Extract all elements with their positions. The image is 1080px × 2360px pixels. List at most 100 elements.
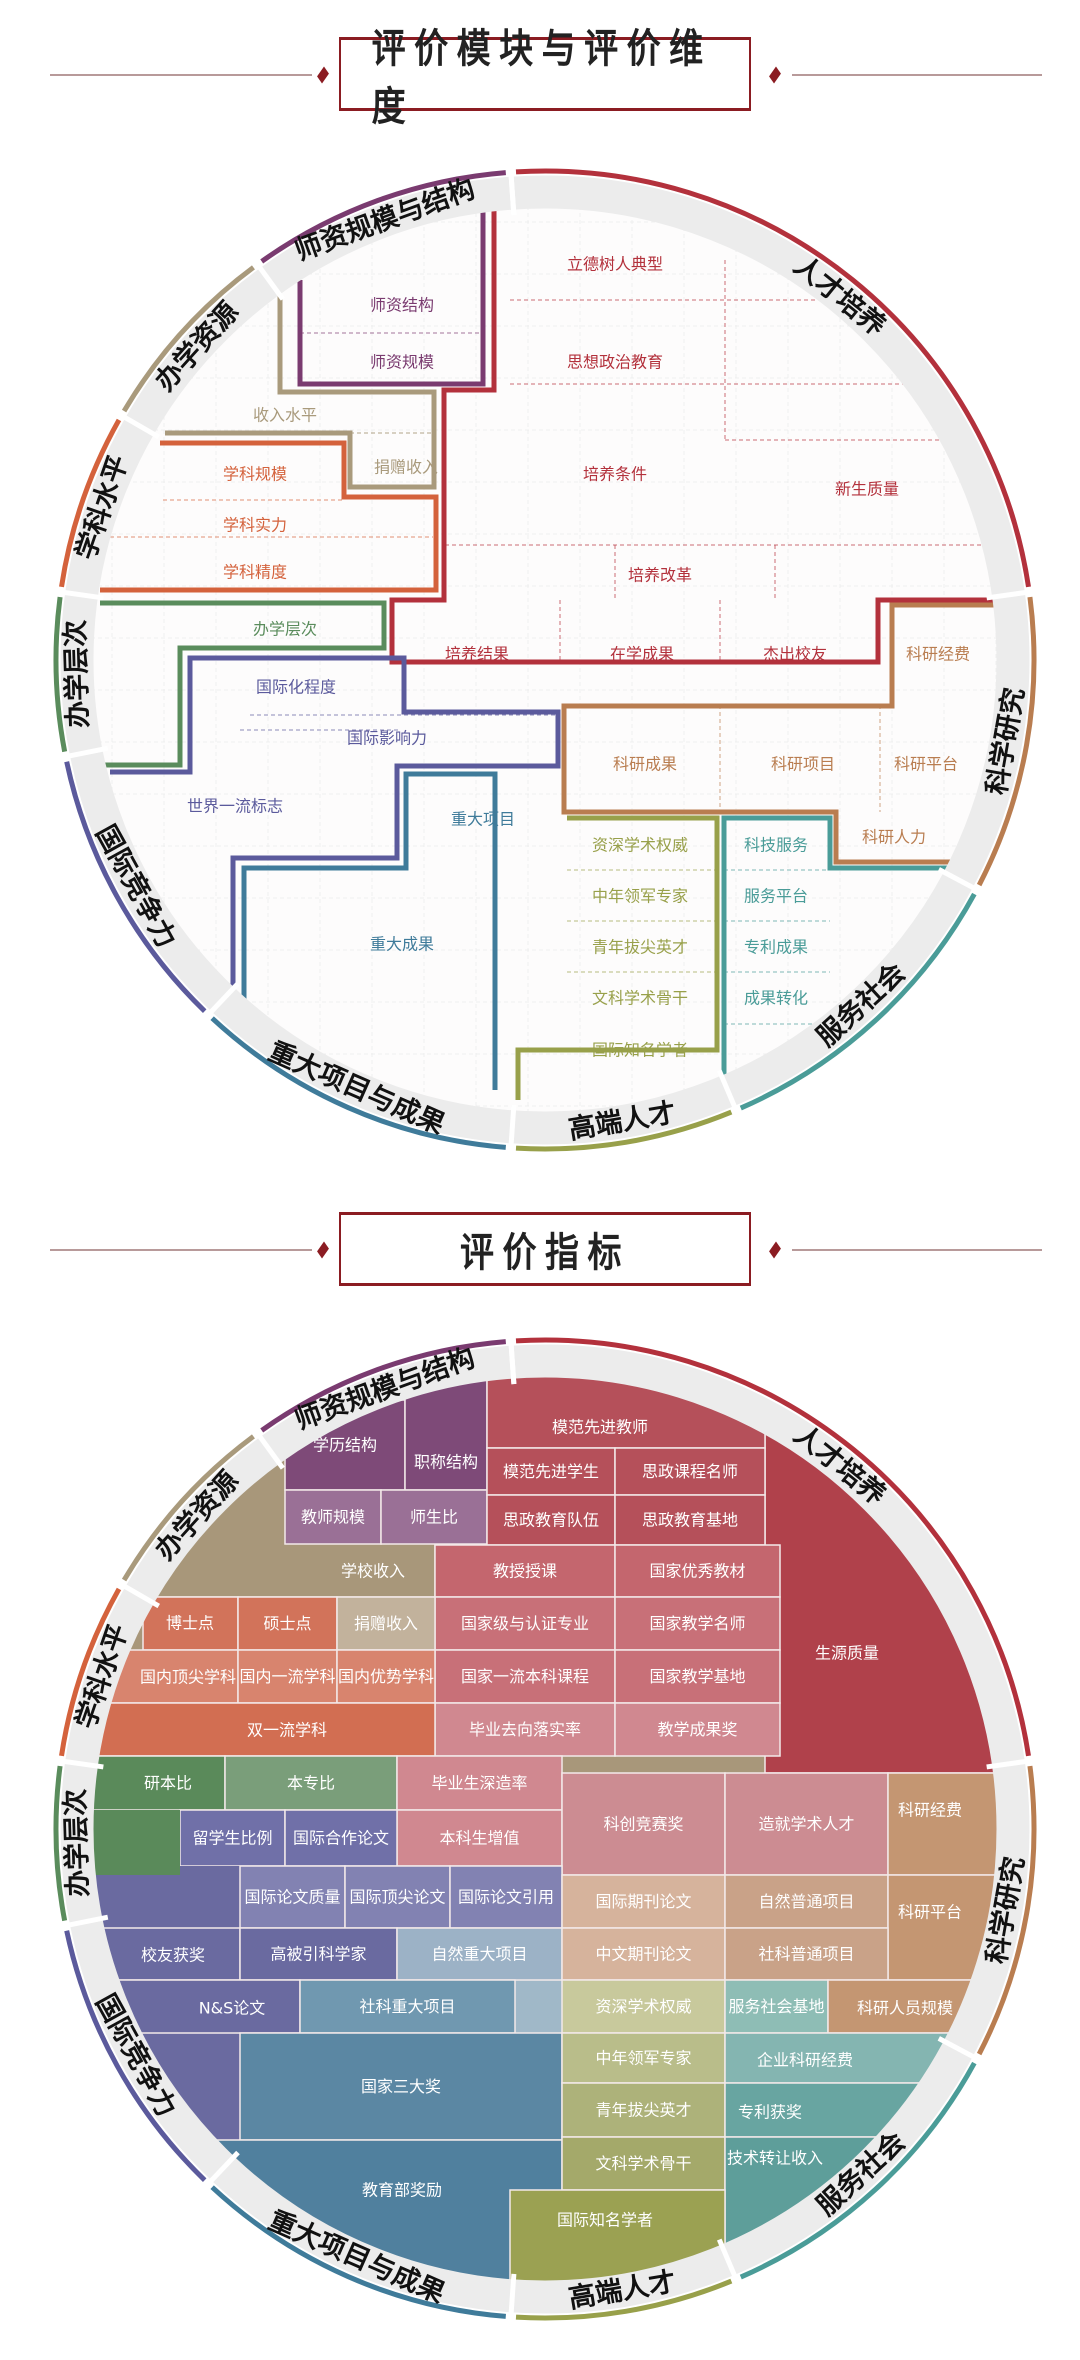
ring-band xyxy=(60,175,1030,1145)
indicator-label: 服务社会基地 xyxy=(728,1997,824,2016)
dimension-label: 国际知名学者 xyxy=(592,1041,688,1060)
module-arc xyxy=(976,1765,1037,2056)
ring-separator xyxy=(252,1427,285,1470)
ring-band xyxy=(60,1344,1030,2314)
dimension-label: 新生质量 xyxy=(835,480,899,499)
indicator-label: 自然重大项目 xyxy=(431,1945,527,1964)
ring-separator xyxy=(60,745,109,761)
indicator-cell xyxy=(449,1865,563,1929)
module-arc xyxy=(53,1765,68,1922)
module-label: 办学层次 xyxy=(59,619,94,728)
indicator-label: 国家教学基地 xyxy=(649,1667,745,1686)
indicator-label: 博士点 xyxy=(166,1614,214,1633)
indicator-label: 国家三大奖 xyxy=(361,2077,441,2096)
indicator-label: 双一流学科 xyxy=(247,1721,327,1740)
module-arc xyxy=(210,1016,506,1150)
dimension-label: 成果转化 xyxy=(744,989,808,1008)
module-boundary xyxy=(721,815,950,1080)
dimension-label: 学科实力 xyxy=(223,516,287,535)
indicator-label: 教学成果奖 xyxy=(657,1720,737,1739)
indicator-cell xyxy=(486,1447,616,1496)
section-header-modules: 评价模块与评价维度 xyxy=(0,26,1080,130)
indicator-label: 国际论文引用 xyxy=(458,1888,554,1907)
indicator-label: 国家优秀教材 xyxy=(649,1562,745,1581)
indicator-label: 中年领军专家 xyxy=(595,2049,691,2068)
indicator-label: 文科学术骨干 xyxy=(595,2154,691,2173)
indicator-label: 科研人员规模 xyxy=(857,1999,953,2018)
dimension-label: 资深学术权威 xyxy=(592,836,688,855)
dimension-label: 科研经费 xyxy=(906,645,970,664)
dimension-label: 科研平台 xyxy=(894,755,958,774)
indicator-label: 毕业去向落实率 xyxy=(469,1720,581,1739)
indicator-cell xyxy=(142,1596,239,1651)
indicator-cell xyxy=(93,1702,436,1757)
indicator-label: 专利获奖 xyxy=(738,2103,802,2122)
module-arc xyxy=(976,596,1037,887)
dimension-label: 世界一流标志 xyxy=(187,797,283,816)
indicator-cell xyxy=(224,1755,398,1811)
indicator-label: 企业科研经费 xyxy=(757,2051,853,2070)
indicator-cell xyxy=(396,1809,563,1867)
indicator-cell xyxy=(887,1772,997,1876)
module-boundary xyxy=(110,655,561,1030)
module-boundary xyxy=(561,602,997,865)
dimension-label: 科研成果 xyxy=(613,755,677,774)
indicator-label: 技术转让收入 xyxy=(727,2149,823,2168)
dimension-label: 在学成果 xyxy=(610,645,674,664)
section-title: 评价模块与评价维度 xyxy=(371,26,712,130)
indicator-label: 国内优势学科 xyxy=(338,1667,434,1686)
indicator-label: 社科重大项目 xyxy=(359,1997,455,2016)
ring-separator xyxy=(115,410,161,440)
ring-separator xyxy=(508,1336,517,1385)
dimension-label: 国际影响力 xyxy=(347,729,427,748)
indicator-label: 国家教学名师 xyxy=(649,1614,745,1633)
indicator-label: 模范先进教师 xyxy=(552,1418,648,1437)
indicator-label: 毕业生深造率 xyxy=(431,1774,527,1793)
dimension-label: 科研人力 xyxy=(862,828,926,847)
indicator-label: 教师规模 xyxy=(301,1508,365,1527)
ring-separator xyxy=(508,1104,517,1153)
dimension-label: 重大成果 xyxy=(370,935,434,954)
dimension-label: 收入水平 xyxy=(253,406,317,425)
dimension-label: 思想政治教育 xyxy=(567,353,663,372)
divider-line xyxy=(792,74,1042,76)
module-arc xyxy=(121,265,255,413)
indicator-label: 研本比 xyxy=(144,1774,192,1793)
ring-separator xyxy=(716,1069,741,1116)
indicator-cell xyxy=(396,1755,563,1811)
module-label: 办学层次 xyxy=(59,1788,94,1897)
indicator-label: 留学生比例 xyxy=(192,1829,272,1848)
module-arc xyxy=(515,1109,733,1152)
ring-separator xyxy=(937,867,983,895)
indicator-cell xyxy=(614,1494,766,1546)
diamond-ornament-icon xyxy=(769,1241,781,1259)
module-arc xyxy=(64,1930,207,2182)
module-arc xyxy=(53,596,68,753)
indicator-label: 国际合作论文 xyxy=(293,1829,389,1848)
indicator-cell xyxy=(614,1447,766,1496)
dimension-label: 科研项目 xyxy=(771,755,835,774)
indicator-label: 社科普通项目 xyxy=(758,1945,854,1964)
indicator-label: 硕士点 xyxy=(263,1614,311,1633)
indicator-cell xyxy=(614,1702,781,1757)
module-boundary xyxy=(165,295,437,490)
dimension-label: 师资规模 xyxy=(370,353,434,372)
module-arc xyxy=(59,1587,122,1757)
dimension-label: 杰出校友 xyxy=(763,645,827,664)
indicator-cell xyxy=(614,1596,781,1651)
module-arc xyxy=(59,418,122,588)
dimension-label: 培养结果 xyxy=(445,645,509,664)
divider-line xyxy=(50,74,312,76)
module-arc xyxy=(515,168,1031,588)
indicator-label: 本科生增值 xyxy=(439,1829,519,1848)
divider-line xyxy=(792,1249,1042,1251)
indicator-label: 国际知名学者 xyxy=(557,2211,653,2230)
indicator-label: 造就学术人才 xyxy=(758,1815,854,1834)
indicator-label: 国内一流学科 xyxy=(239,1667,335,1686)
indicator-label: 青年拔尖英才 xyxy=(595,2101,691,2120)
module-arc xyxy=(739,2061,977,2280)
indicator-label: 教育部奖励 xyxy=(362,2181,442,2200)
